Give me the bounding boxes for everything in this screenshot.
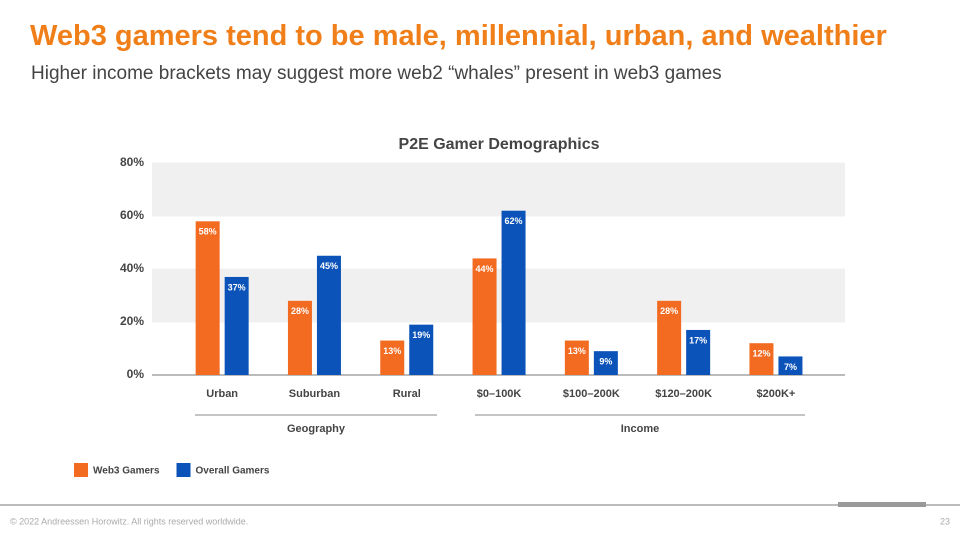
legend-swatch [176, 463, 191, 477]
x-tick-label: Rural [393, 388, 421, 400]
value-label: 7% [784, 362, 797, 372]
bar [593, 351, 618, 375]
value-label: 45% [320, 261, 338, 271]
x-tick-label: $0–100K [477, 388, 522, 400]
value-label: 13% [568, 346, 586, 356]
group-label: Income [621, 423, 660, 435]
bar [316, 255, 341, 375]
value-label: 28% [291, 306, 309, 316]
slide-subtitle: Higher income brackets may suggest more … [31, 63, 722, 84]
bar [564, 340, 589, 375]
value-label: 62% [505, 216, 523, 226]
value-label: 13% [383, 346, 401, 356]
value-label: 37% [228, 282, 246, 292]
value-label: 12% [752, 349, 770, 359]
bar [749, 343, 774, 375]
bar [501, 210, 526, 375]
value-label: 28% [660, 306, 678, 316]
bar [380, 340, 405, 375]
y-tick-label: 40% [120, 261, 144, 275]
bar [287, 300, 312, 375]
footer-accent [838, 502, 926, 507]
bar [409, 324, 434, 375]
value-label: 9% [599, 357, 612, 367]
page-number: 23 [940, 516, 950, 526]
bar [472, 258, 497, 375]
x-tick-label: $100–200K [563, 388, 620, 400]
x-tick-label: Suburban [289, 388, 341, 400]
legend-label: Overall Gamers [196, 466, 270, 477]
x-tick-label: Urban [206, 388, 238, 400]
value-label: 44% [476, 264, 494, 274]
grid-band [152, 269, 845, 322]
y-tick-label: 0% [127, 367, 145, 381]
value-label: 17% [689, 335, 707, 345]
value-label: 19% [412, 330, 430, 340]
legend-label: Web3 Gamers [93, 466, 160, 477]
x-tick-label: $120–200K [655, 388, 712, 400]
chart-title: P2E Gamer Demographics [399, 136, 600, 153]
bar [778, 356, 803, 375]
legend-swatch [74, 463, 88, 477]
y-tick-label: 60% [120, 208, 144, 222]
slide-title: Web3 gamers tend to be male, millennial,… [30, 20, 887, 52]
bar [224, 276, 249, 375]
bar [657, 300, 682, 375]
footer-copyright: © 2022 Andreessen Horowitz. All rights r… [10, 516, 248, 526]
value-label: 58% [199, 227, 217, 237]
y-tick-label: 80% [120, 155, 144, 169]
bar [195, 221, 220, 375]
grid-band [152, 163, 845, 216]
bar [686, 329, 711, 375]
y-tick-label: 20% [120, 314, 144, 328]
group-label: Geography [287, 423, 346, 435]
x-tick-label: $200K+ [757, 388, 796, 400]
